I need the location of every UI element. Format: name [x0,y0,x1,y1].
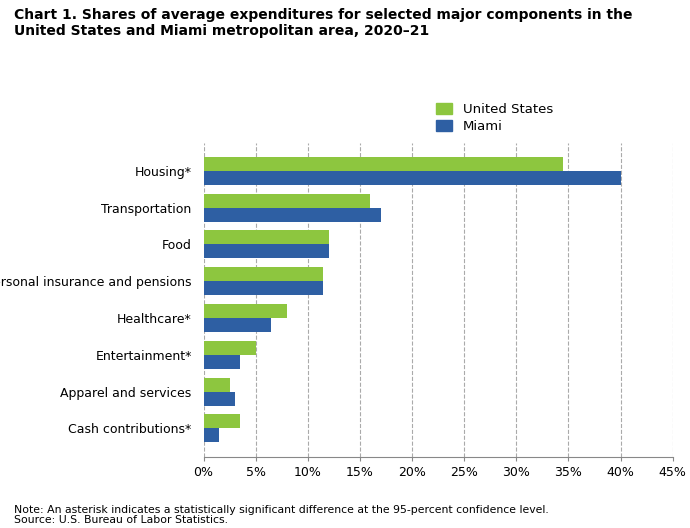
Bar [204,230,328,244]
Bar [204,355,240,369]
Bar [204,171,620,185]
Bar [204,208,381,222]
Text: Source: U.S. Bureau of Labor Statistics.: Source: U.S. Bureau of Labor Statistics. [14,515,228,525]
Bar [204,341,256,355]
Text: Note: An asterisk indicates a statistically significant difference at the 95-per: Note: An asterisk indicates a statistica… [14,505,549,515]
Bar [204,428,219,442]
Bar [204,392,235,406]
Bar [204,157,563,171]
Bar [204,414,240,428]
Bar [204,244,328,258]
Bar [204,194,371,208]
Bar [204,267,324,281]
Bar [204,304,287,318]
Bar [204,318,271,332]
Bar [204,378,230,392]
Bar [204,281,324,295]
Legend: United States, Miami: United States, Miami [436,103,553,133]
Text: Chart 1. Shares of average expenditures for selected major components in the: Chart 1. Shares of average expenditures … [14,8,632,22]
Text: United States and Miami metropolitan area, 2020–21: United States and Miami metropolitan are… [14,24,429,38]
